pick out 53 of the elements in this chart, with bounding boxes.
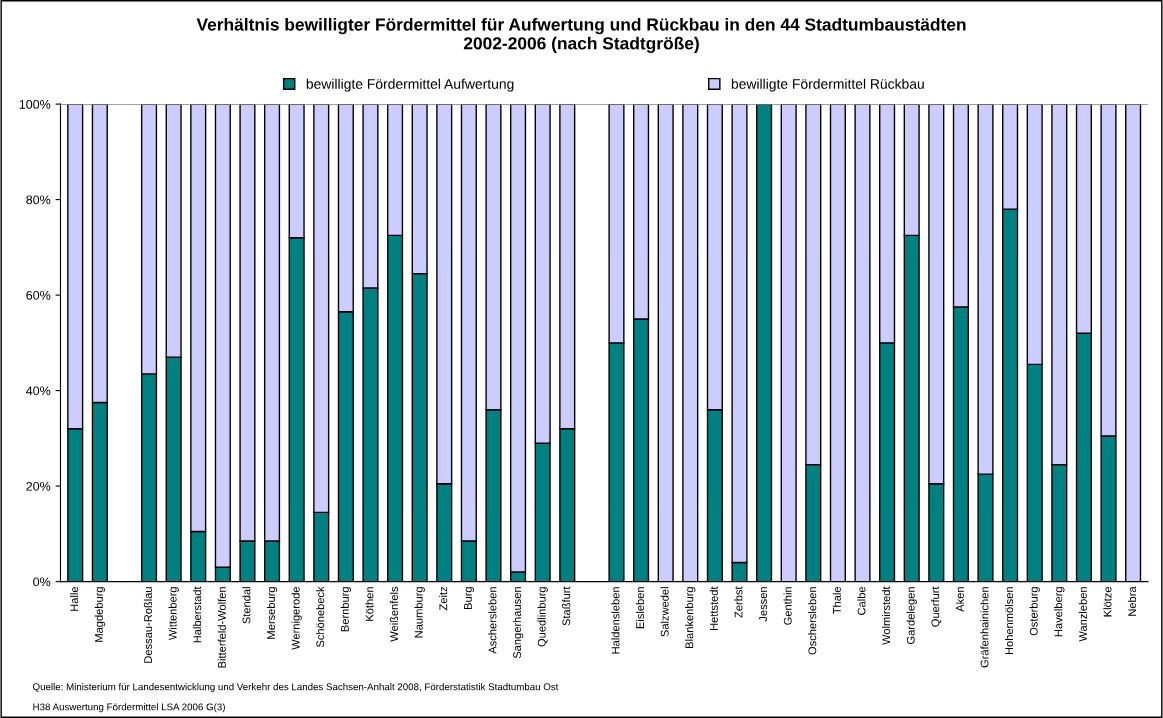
x-tick-label: Stendal xyxy=(242,587,251,624)
x-tick-label: Naumburg xyxy=(414,587,425,638)
x-tick-label: Genthin xyxy=(783,587,792,625)
x-tick-label: Köthen xyxy=(365,587,374,621)
y-tick-label: 80% xyxy=(26,195,51,205)
source-note: Quelle: Ministerium für Landesentwicklung und Verkehr des Landes Sachsen-Anhalt 2008, Förderstatistik Stadtumbau Ost xyxy=(33,683,559,693)
x-tick-label: Zeitz xyxy=(439,586,448,611)
x-tick-label: Bitterfeld-Wolfen xyxy=(217,587,226,668)
x-tick-label: Dessau-Roßlau xyxy=(143,587,153,663)
x-tick-label: Osterburg xyxy=(1029,587,1040,636)
y-tick-label: 20% xyxy=(26,481,51,491)
x-tick-label: Havelberg xyxy=(1054,587,1065,637)
x-tick-label: Aschersleben xyxy=(488,587,497,654)
x-tick-label: Zerbst xyxy=(734,586,743,618)
x-tick-label: Jessen xyxy=(759,587,768,622)
y-tick-label: 60% xyxy=(26,290,51,300)
x-tick-label: Wernigerode xyxy=(291,586,302,650)
x-tick-label: Schönebeck xyxy=(316,586,325,648)
x-tick-label: Burg xyxy=(464,587,475,609)
x-tick-label: Gräfenhainichen xyxy=(980,587,989,668)
x-tick-label: Wolmirstedt xyxy=(881,586,891,645)
x-tick-label: Gardelegen xyxy=(906,587,917,644)
y-tick-label: 40% xyxy=(26,386,51,396)
x-tick-label: Eisleben xyxy=(635,587,645,629)
x-tick-label: Merseburg xyxy=(266,587,278,639)
x-tick-label: Nebra xyxy=(1127,586,1137,616)
legend-label: bewilligte Fördermittel Aufwertung xyxy=(306,78,514,92)
x-tick-label: Staßfurt xyxy=(562,586,571,626)
x-tick-label: Hohenmölsen xyxy=(1004,587,1014,655)
x-tick-label: Halberstadt xyxy=(193,586,202,643)
x-tick-label: Sangerhausen xyxy=(512,587,524,659)
x-tick-label: Wanzleben xyxy=(1078,587,1087,642)
x-tick-label: Thale xyxy=(832,586,841,614)
y-tick-label: 0% xyxy=(33,577,51,587)
x-tick-label: Wittenberg xyxy=(168,587,179,641)
x-tick-label: Calbe xyxy=(857,586,866,615)
x-tick-label: Hettstedt xyxy=(709,586,718,630)
x-tick-label: Quedlinburg xyxy=(537,587,548,647)
legend-label: bewilligte Fördermittel Rückbau xyxy=(731,78,924,92)
x-tick-label: Blankenburg xyxy=(685,587,696,648)
x-tick-label: Weißenfels xyxy=(389,586,399,642)
x-tick-label: Haldensleben xyxy=(611,587,620,654)
text: H38 Auswertung Fördermittel LSA 2006 G(3) xyxy=(33,703,225,713)
x-tick-label: Salzwedel xyxy=(660,587,669,637)
x-tick-label: Halle xyxy=(70,586,79,611)
x-tick-label: Oschersleben xyxy=(808,587,817,655)
x-tick-label: Klötze xyxy=(1103,586,1112,617)
x-tick-label: Aken xyxy=(955,587,964,612)
x-tick-label: Magdeburg xyxy=(94,587,106,642)
x-tick-label: Bernburg xyxy=(340,587,352,632)
chart-title: Verhältnis bewilligter Fördermittel für Aufwertung und Rückbau in den 44 Stadtumbaustädten 2002-2006 (nach Stadtgröße) xyxy=(196,17,966,53)
x-tick-label: Querfurt xyxy=(931,586,942,627)
y-tick-label: 100% xyxy=(19,99,51,109)
